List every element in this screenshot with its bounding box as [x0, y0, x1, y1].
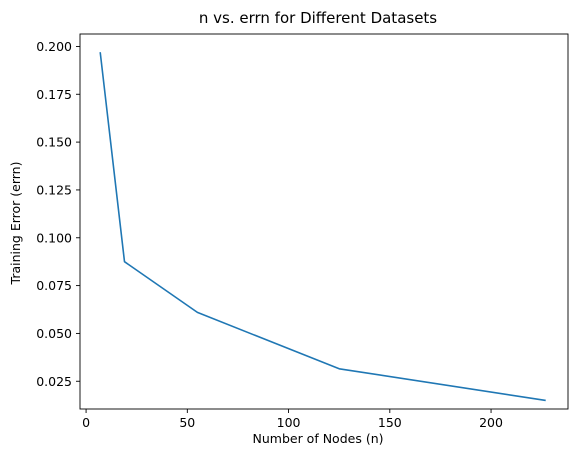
- plot-area: 0 50 100 150 200 0.025 0.050 0.075 0.100 0.125 0.1…: [36, 33, 569, 430]
- y-tick-label: 0.200: [36, 39, 72, 54]
- y-tick-label: 0.100: [36, 230, 72, 245]
- y-tick-label: 0.125: [36, 182, 72, 197]
- x-tick-label: 100: [277, 415, 301, 430]
- y-tick-label: 0.150: [36, 135, 72, 150]
- y-tick-label: 0.025: [36, 374, 72, 389]
- x-axis-label: Number of Nodes (n): [253, 431, 384, 446]
- y-tick-label: 0.175: [36, 87, 72, 102]
- chart-title: n vs. errn for Different Datasets: [199, 9, 437, 27]
- y-axis-label: Training Error (errn): [8, 162, 23, 286]
- x-tick-label: 200: [479, 415, 503, 430]
- y-tick-label: 0.050: [36, 326, 72, 341]
- series-line: [99, 52, 546, 402]
- plot-frame: [79, 33, 569, 410]
- x-tick-label: 150: [378, 415, 402, 430]
- y-tick-label: 0.075: [36, 278, 72, 293]
- x-tick-label: 0: [82, 415, 90, 430]
- x-tick-label: 50: [179, 415, 195, 430]
